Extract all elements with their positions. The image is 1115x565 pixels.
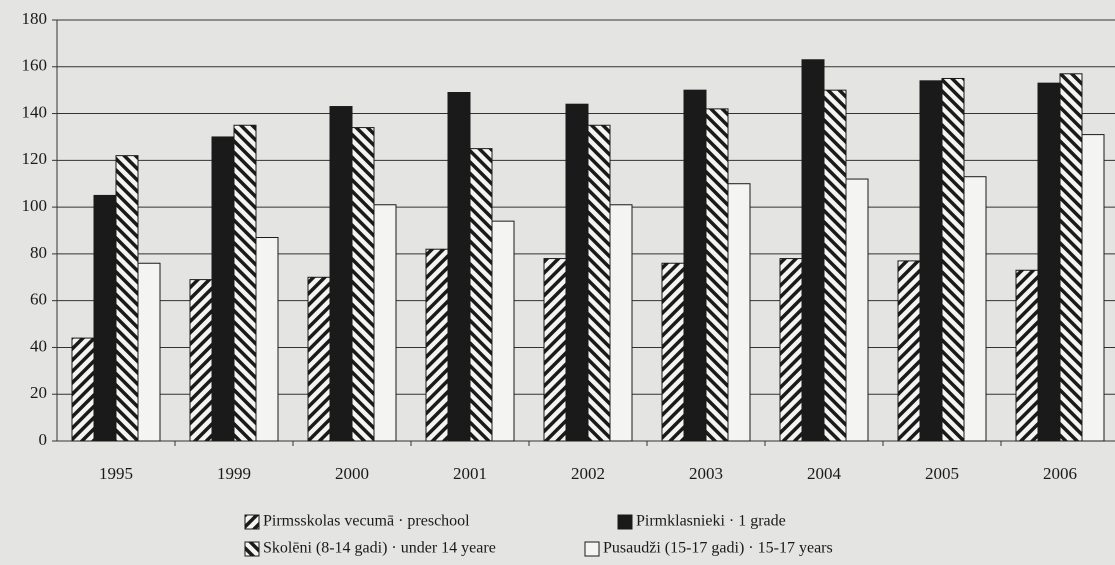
x-tick-label: 2005 xyxy=(925,464,959,483)
y-tick-label: 120 xyxy=(22,149,48,168)
bar xyxy=(137,262,161,442)
legend: Pirmsskolas vecumā · preschool Pirmklasni… xyxy=(244,513,833,557)
y-tick-label: 100 xyxy=(22,196,48,215)
bar xyxy=(683,89,707,442)
y-tick-label: 40 xyxy=(30,336,47,355)
bar xyxy=(845,178,869,442)
x-tick-label: 2003 xyxy=(689,464,723,483)
bar xyxy=(189,279,213,442)
bar xyxy=(425,248,449,442)
bar xyxy=(801,59,825,442)
bar xyxy=(609,204,633,442)
bar xyxy=(727,183,751,442)
bar xyxy=(587,124,611,442)
legend-swatch xyxy=(244,514,260,530)
legend-swatch xyxy=(584,541,600,557)
bar xyxy=(233,124,257,442)
bar xyxy=(255,237,279,442)
bar xyxy=(447,92,471,442)
x-tick-label: 2002 xyxy=(571,464,605,483)
bar xyxy=(115,155,139,442)
x-tick-label: 2001 xyxy=(453,464,487,483)
legend-label: Skolēni (8-14 gadi) · under 14 yeare xyxy=(263,540,496,557)
bar xyxy=(823,89,847,442)
y-tick-label: 140 xyxy=(22,102,48,121)
y-tick-label: 80 xyxy=(30,243,47,262)
bar xyxy=(1037,82,1061,442)
bar xyxy=(307,276,331,442)
bar xyxy=(963,176,987,442)
x-tick-label: 2004 xyxy=(807,464,842,483)
x-tick-label: 2000 xyxy=(335,464,369,483)
bar xyxy=(919,80,943,442)
bar xyxy=(491,220,515,442)
bar xyxy=(373,204,397,442)
bar xyxy=(93,194,117,442)
bar xyxy=(71,337,95,442)
bar xyxy=(897,260,921,442)
bar xyxy=(351,127,375,442)
bar xyxy=(941,77,965,442)
x-tick-label: 1995 xyxy=(99,464,133,483)
y-tick-label: 20 xyxy=(30,383,47,402)
bar xyxy=(705,108,729,442)
bar xyxy=(661,262,685,442)
legend-label: Pirmklasnieki · 1 grade xyxy=(636,513,786,530)
bar xyxy=(329,106,353,442)
bar xyxy=(469,148,493,442)
legend-label: Pusaudži (15-17 gadi) · 15-17 years xyxy=(603,540,833,557)
y-tick-label: 160 xyxy=(22,56,48,75)
bar xyxy=(1081,134,1105,442)
x-tick-label: 1999 xyxy=(217,464,251,483)
bar xyxy=(543,258,567,442)
bar xyxy=(779,258,803,442)
y-tick-label: 180 xyxy=(22,9,48,28)
y-tick-label: 0 xyxy=(39,430,48,449)
bar xyxy=(1015,269,1039,442)
legend-swatch xyxy=(617,514,633,530)
bar xyxy=(211,136,235,442)
bar xyxy=(565,103,589,442)
x-tick-label: 2006 xyxy=(1043,464,1077,483)
legend-label: Pirmsskolas vecumā · preschool xyxy=(263,513,470,530)
legend-swatch xyxy=(244,541,260,557)
y-tick-label: 60 xyxy=(30,290,47,309)
bar xyxy=(1059,73,1083,442)
